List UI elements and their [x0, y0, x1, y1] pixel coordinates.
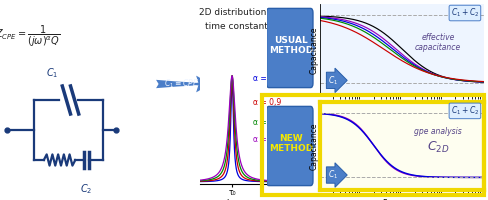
Text: $C_1$: $C_1$ — [46, 66, 58, 80]
Text: $C_1 + C_2$: $C_1 + C_2$ — [450, 7, 478, 19]
Text: $C_1 \equiv CPE$: $C_1 \equiv CPE$ — [164, 78, 199, 90]
Text: α = 0,9: α = 0,9 — [253, 98, 281, 107]
Text: gpe analysis: gpe analysis — [413, 127, 461, 136]
Text: USUAL
METHOD: USUAL METHOD — [268, 36, 312, 55]
Text: $C_2$: $C_2$ — [80, 182, 92, 196]
Y-axis label: Capacitance: Capacitance — [309, 26, 318, 74]
Text: α = 1: α = 1 — [253, 74, 273, 83]
Text: time constants: time constants — [204, 22, 272, 31]
FancyBboxPatch shape — [266, 106, 312, 186]
Text: $C_1$: $C_1$ — [327, 74, 338, 87]
FancyArrowPatch shape — [156, 76, 207, 92]
X-axis label: Frequency: Frequency — [382, 105, 421, 114]
FancyArrowPatch shape — [306, 138, 314, 154]
Text: α = 0,7: α = 0,7 — [253, 135, 281, 144]
X-axis label: ln τ: ln τ — [226, 199, 242, 200]
Text: $C_1 + C_2$: $C_1 + C_2$ — [450, 105, 478, 117]
FancyArrowPatch shape — [306, 40, 314, 56]
Y-axis label: Capacitance: Capacitance — [309, 122, 318, 170]
Text: $Z_{CPE} = \dfrac{1}{(j\omega)^{\alpha}Q}$: $Z_{CPE} = \dfrac{1}{(j\omega)^{\alpha}Q… — [0, 24, 60, 49]
Text: $\mathit{C}_{2D}$: $\mathit{C}_{2D}$ — [426, 140, 448, 155]
Text: effective
capacitance: effective capacitance — [414, 33, 460, 52]
FancyBboxPatch shape — [266, 8, 312, 88]
Text: α = 0,8: α = 0,8 — [253, 118, 281, 127]
Text: 2D distribution of: 2D distribution of — [199, 8, 277, 17]
Text: $C_1$: $C_1$ — [327, 169, 338, 181]
X-axis label: Frequency: Frequency — [382, 199, 421, 200]
Text: NEW
METHOD: NEW METHOD — [268, 134, 312, 153]
